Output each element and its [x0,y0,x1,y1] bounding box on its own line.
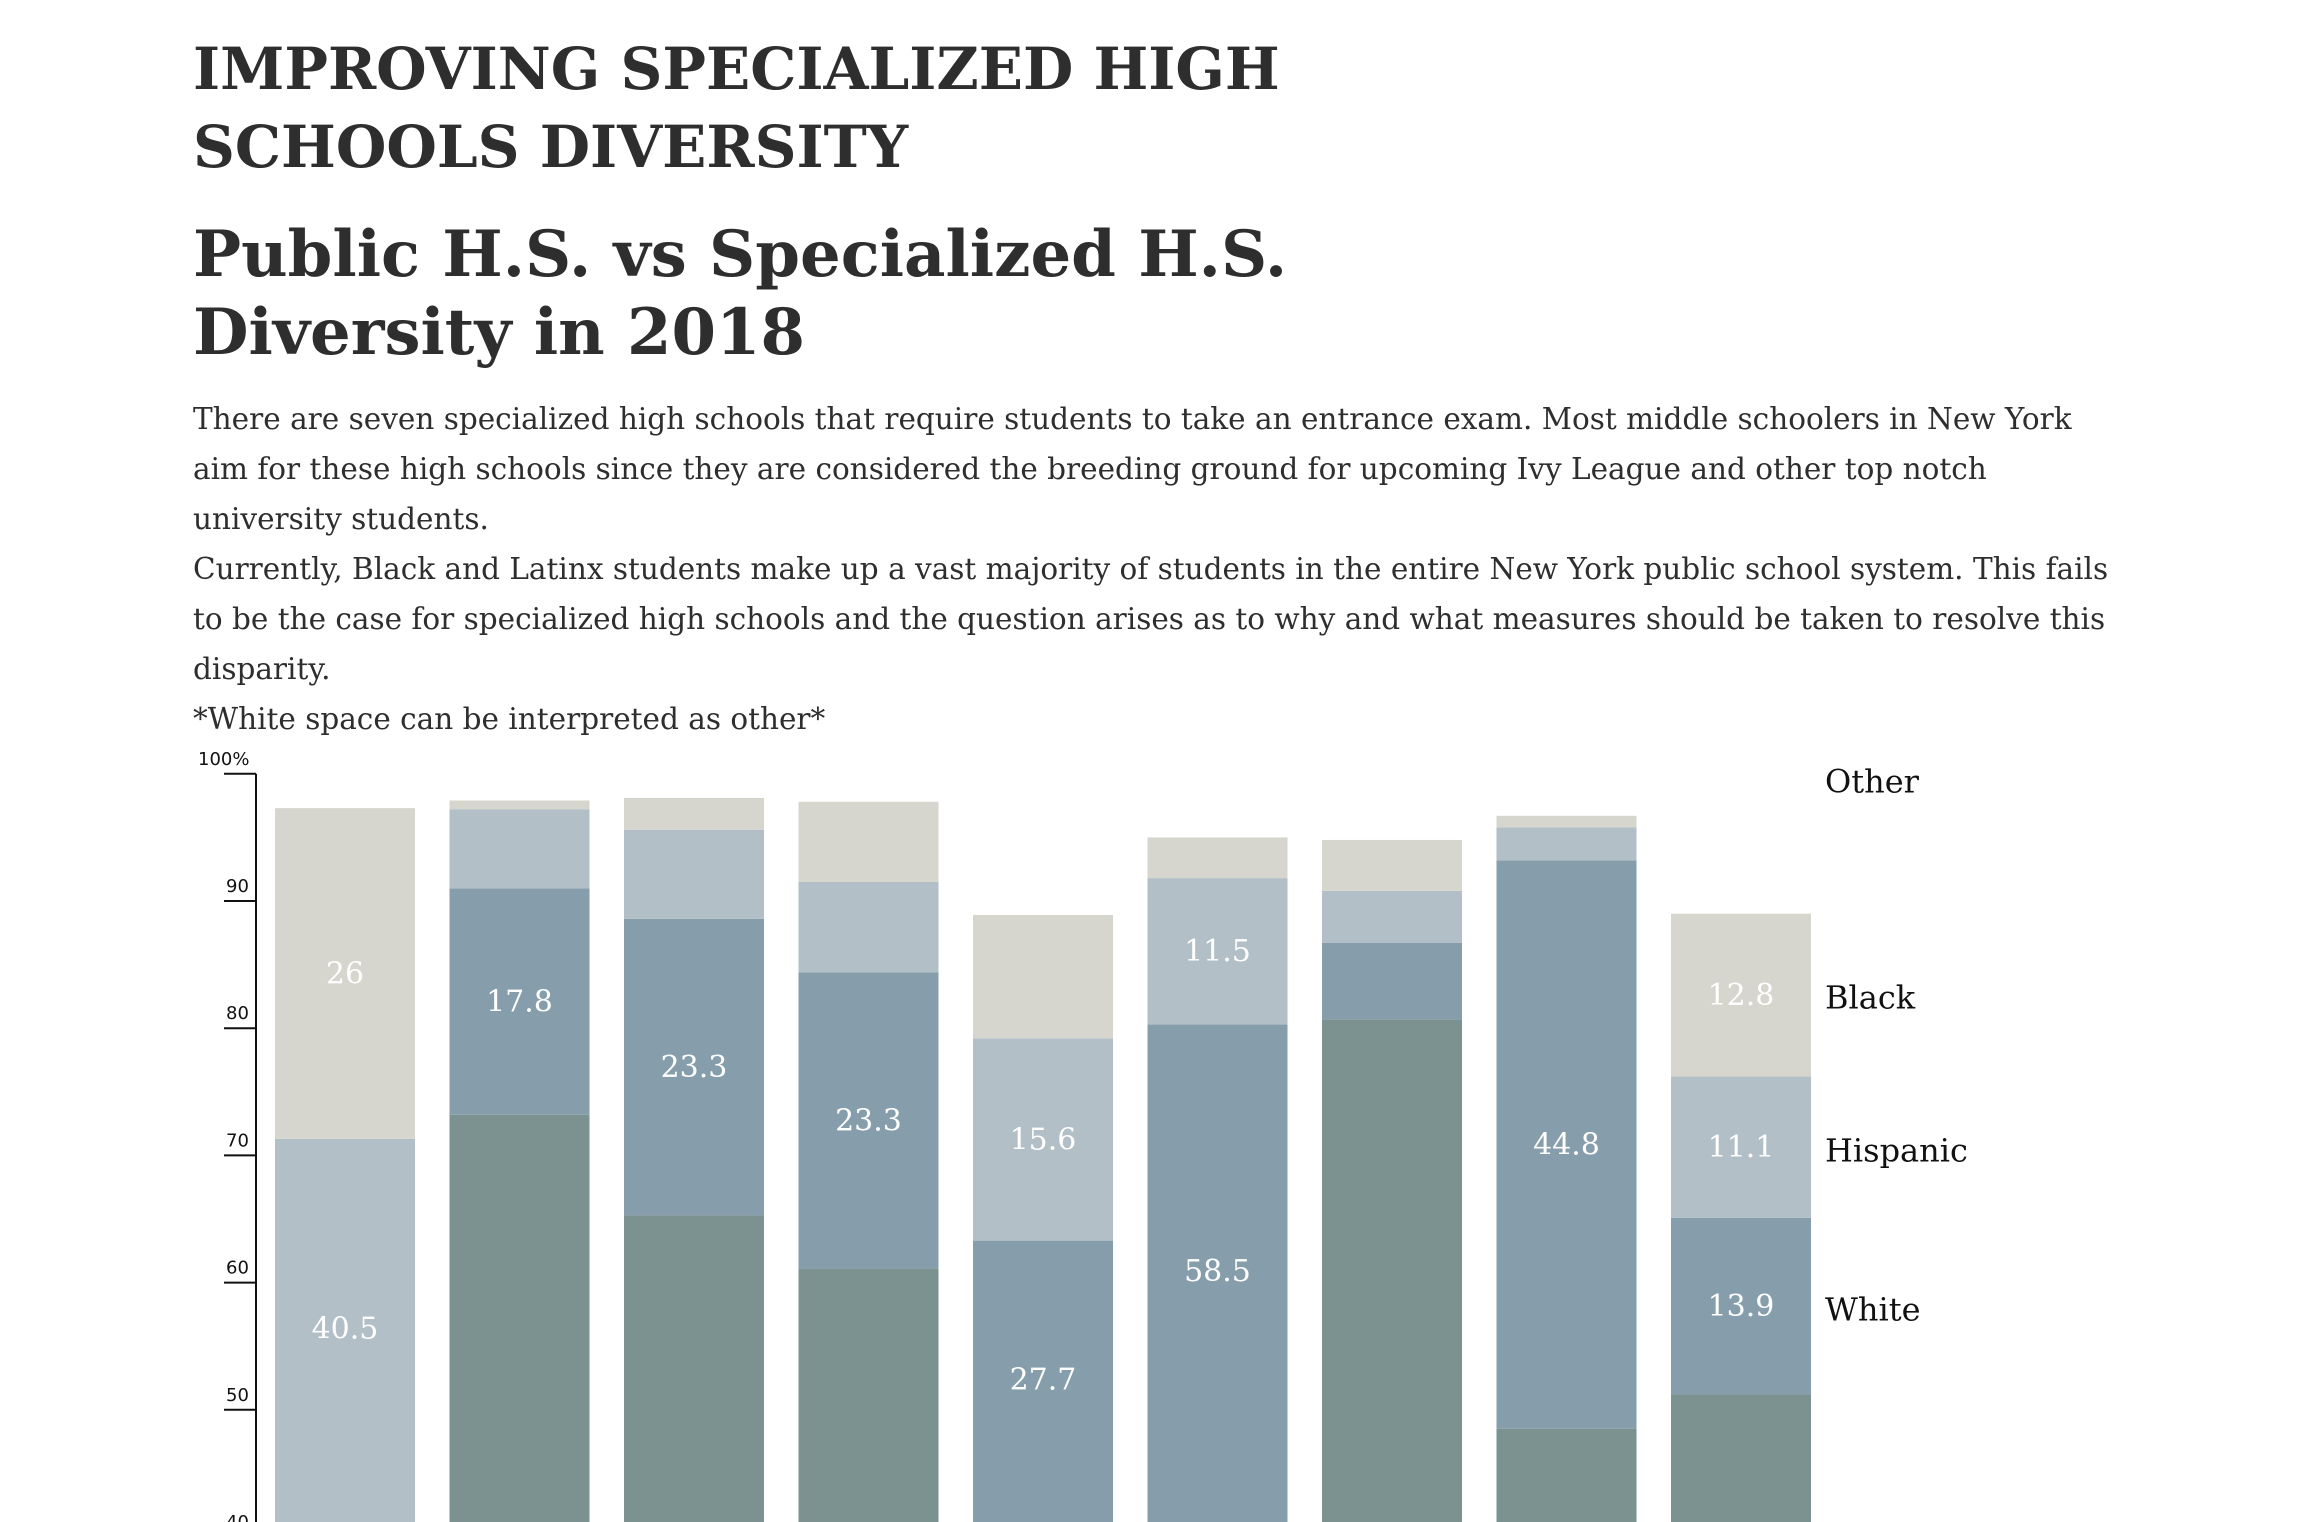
bar-segment-black [1322,890,1462,943]
bar-segment-other [449,800,590,810]
bar-segment-black [1147,878,1288,1025]
legend-label-black: Black [1825,979,1916,1017]
bar-segment-other [1147,837,1288,879]
description-paragraph-2: Currently, Black and Latinx students mak… [193,552,2109,686]
bar-segment-white [1322,1019,1462,1522]
legend-label-hispanic: Hispanic [1825,1131,1968,1169]
bar-segment-hispanic [1147,1024,1288,1522]
page-title: IMPROVING SPECIALIZED HIGH SCHOOLS DIVER… [193,35,1280,181]
bar-segment-other [1322,839,1462,891]
bar-segment-white [1496,1428,1637,1522]
bar-segment-hispanic [1322,942,1462,1020]
page: IMPROVING SPECIALIZED HIGH SCHOOLS DIVER… [193,30,2123,744]
data-label: 13.9 [1708,1289,1775,1324]
y-tick-label: 50 [226,1385,249,1406]
bar-segment-white [449,1114,590,1522]
bar-segment-hispanic [1671,1217,1811,1395]
data-label: 26 [326,957,364,992]
data-label: 23.3 [835,1103,902,1138]
bar-segment-white [624,1215,764,1522]
y-tick-label: 40 [226,1512,249,1522]
data-label: 27.7 [1010,1362,1077,1397]
bar-segment-black [624,829,764,919]
data-label: 40.5 [312,1311,379,1346]
bar-segment-hispanic [624,918,764,1216]
y-tick-label: 70 [226,1130,249,1151]
bar-segment-other [275,808,415,1139]
bar-segment-other [973,914,1113,1039]
data-label: 17.8 [486,984,553,1019]
bar-segment-hispanic [449,888,590,1115]
bar-segment-other [624,797,764,830]
bar-segment-other [1671,913,1811,1077]
y-tick-label: 60 [226,1258,249,1279]
y-tick-label: 90 [226,876,249,897]
bar-segment-black [973,1038,1113,1241]
bar-segment-black [1496,827,1637,861]
data-label: 12.8 [1708,978,1775,1013]
y-tick-label: 80 [226,1003,249,1024]
legend-label-white: White [1825,1290,1921,1328]
description-note: *White space can be interpreted as other… [193,702,826,736]
description: There are seven specialized high schools… [193,394,2123,744]
data-label: 15.6 [1010,1123,1077,1158]
data-label: 58.5 [1184,1254,1251,1289]
bar-segment-black [798,881,939,973]
bar-segment-black [275,1138,415,1522]
bar-segment-white [1671,1394,1811,1522]
data-label: 11.1 [1708,1130,1775,1165]
bar-segment-hispanic [1496,860,1637,1429]
bar-segment-other [798,801,939,882]
bar-segment-hispanic [798,972,939,1269]
y-tick-label: 100% [198,749,249,770]
bar-segment-black [449,809,590,889]
bar-segment-hispanic [973,1240,1113,1522]
bar-segment-black [1671,1076,1811,1218]
bar-segment-white [798,1268,939,1522]
description-paragraph-1: There are seven specialized high schools… [193,402,2072,536]
chart-title: Public H.S. vs Specialized H.S. Diversit… [193,217,1288,370]
bar-segment-other [1496,815,1637,828]
data-label: 44.8 [1533,1128,1600,1163]
data-label: 23.3 [661,1050,728,1085]
legend-label-other: Other [1825,762,1920,800]
data-label: 11.5 [1184,934,1251,969]
